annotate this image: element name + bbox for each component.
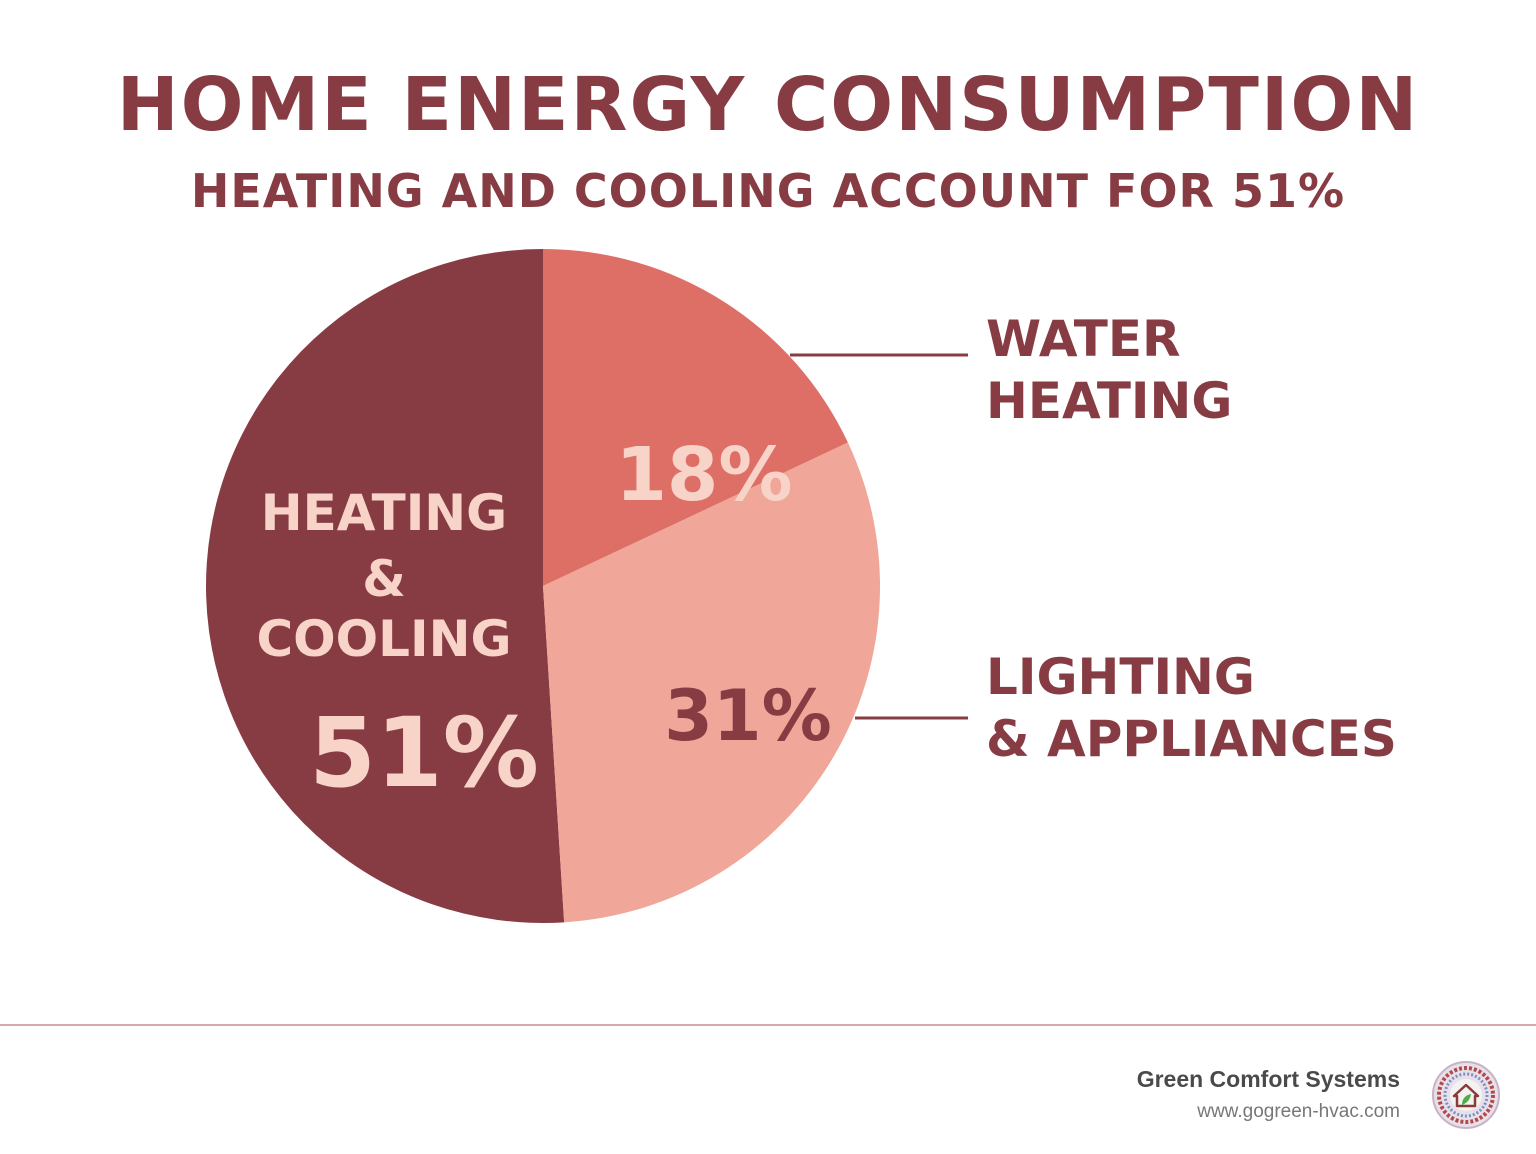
slice-lighting-appliances <box>543 442 881 923</box>
legend-lighting-line2: & APPLIANCES <box>986 710 1397 768</box>
company-logo-icon <box>1432 1061 1500 1129</box>
footer: Green Comfort Systems www.gogreen-hvac.c… <box>1137 1062 1400 1128</box>
lighting-value-label: 31% <box>664 675 832 757</box>
legend-lighting-appliances: LIGHTING & APPLIANCES <box>986 646 1397 770</box>
heating-label-line1: HEATING <box>261 484 507 542</box>
chart-subtitle: HEATING AND COOLING ACCOUNT FOR 51% <box>190 164 1346 218</box>
company-url[interactable]: www.gogreen-hvac.com <box>1197 1101 1400 1122</box>
heating-label-line2: & <box>362 550 406 608</box>
legend-water-line2: HEATING <box>986 372 1233 430</box>
heating-value-label: 51% <box>309 697 539 809</box>
water-value-label: 18% <box>615 432 792 518</box>
slice-water-heating <box>543 249 848 586</box>
heating-label-line3: COOLING <box>256 610 511 668</box>
legend-water-line1: WATER <box>986 310 1181 368</box>
legend-water-heating: WATER HEATING <box>986 308 1232 432</box>
footer-divider <box>0 1024 1536 1026</box>
company-name: Green Comfort Systems <box>1136 1066 1400 1092</box>
chart-title: HOME ENERGY CONSUMPTION <box>116 62 1420 148</box>
legend-lighting-line1: LIGHTING <box>986 648 1255 706</box>
pie-chart: HEATING & COOLING 51% 18% 31% <box>205 249 968 923</box>
slice-heating-cooling <box>205 249 565 923</box>
